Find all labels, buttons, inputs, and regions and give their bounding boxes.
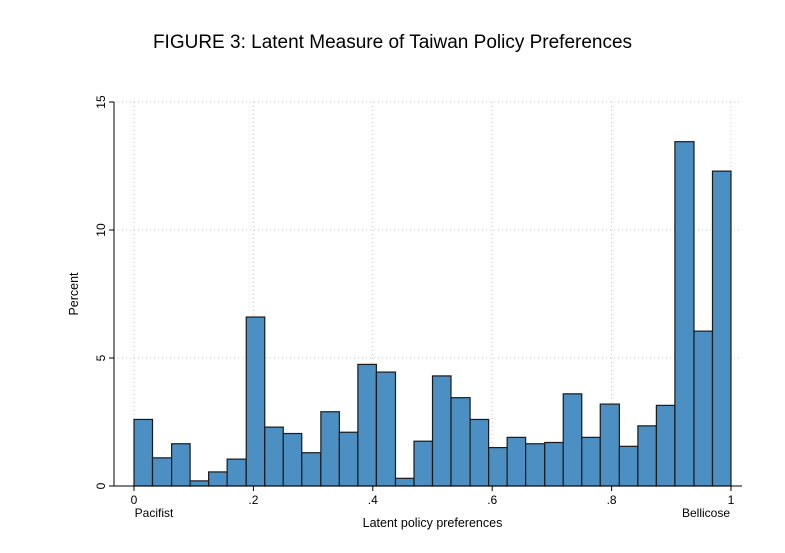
- histogram-bar-17: [431, 375, 452, 487]
- x-tick-label: .4: [368, 493, 378, 507]
- histogram-bar-24: [562, 393, 583, 487]
- histogram-bar-19: [469, 418, 490, 487]
- histogram-bar-14: [375, 371, 397, 487]
- histogram-bar-32: [711, 170, 732, 487]
- histogram-bar-15: [394, 477, 415, 487]
- histogram-bar-8: [264, 426, 284, 487]
- x-axis-title: Latent policy preferences: [363, 516, 503, 530]
- x-tick-label: .8: [607, 493, 617, 507]
- histogram-bar-21: [506, 436, 527, 487]
- histogram-bar-7: [245, 316, 266, 487]
- histogram-bar-20: [488, 447, 508, 487]
- histogram-bar-30: [674, 141, 695, 487]
- histogram-bar-3: [171, 443, 191, 487]
- x-tick-label: .2: [248, 493, 258, 507]
- histogram-bar-2: [151, 457, 173, 487]
- histogram-bar-27: [618, 445, 639, 487]
- histogram-bar-22: [525, 443, 546, 487]
- axis-ticks: 0 5 10 15 0 .2 .4 .6 .8 1: [94, 95, 735, 507]
- histogram-bar-12: [338, 431, 359, 487]
- histogram-bar-18: [450, 397, 471, 487]
- histogram-bars: [133, 141, 732, 487]
- y-tick-label: 5: [94, 354, 108, 361]
- histogram-bar-26: [599, 403, 620, 487]
- histogram-bar-23: [544, 441, 564, 487]
- histogram-bar-28: [637, 425, 657, 487]
- y-tick-label: 15: [94, 95, 108, 109]
- histogram-bar-4: [189, 480, 210, 487]
- x-tick-label: 0: [131, 493, 138, 507]
- histogram-bar-16: [413, 440, 434, 487]
- y-tick-label: 10: [94, 223, 108, 237]
- histogram-bar-1: [133, 418, 154, 487]
- x-tick-label: 1: [728, 493, 735, 507]
- x-end-label-bellicose: Bellicose: [682, 506, 730, 520]
- axes: [113, 102, 742, 487]
- histogram-bar-31: [693, 330, 714, 487]
- y-tick-label: 0: [94, 482, 108, 489]
- histogram-bar-25: [581, 436, 601, 487]
- histogram-bar-11: [320, 411, 340, 487]
- x-end-label-pacifist: Pacifist: [135, 506, 174, 520]
- histogram-bar-29: [655, 404, 676, 487]
- x-tick-label: .6: [487, 493, 497, 507]
- chart-title: FIGURE 3: Latent Measure of Taiwan Polic…: [152, 32, 633, 53]
- histogram-bar-5: [208, 471, 228, 487]
- y-axis-title: Percent: [67, 272, 81, 316]
- histogram-bar-13: [357, 363, 377, 487]
- histogram-bar-9: [282, 432, 303, 487]
- histogram-bar-6: [226, 458, 247, 487]
- histogram-bar-10: [301, 452, 322, 487]
